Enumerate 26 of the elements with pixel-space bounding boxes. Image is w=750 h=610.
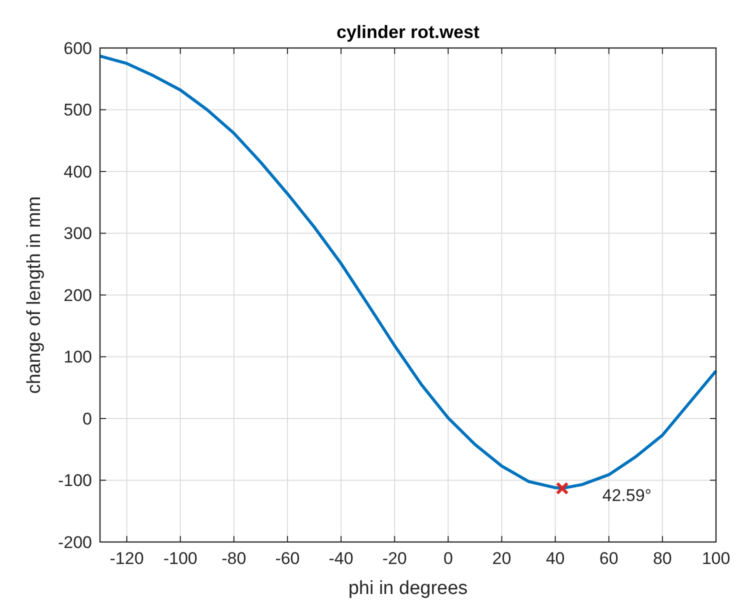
x-tick-label: 60 bbox=[599, 549, 618, 568]
chart-title: cylinder rot.west bbox=[336, 22, 480, 42]
y-axis-title: change of length in mm bbox=[24, 196, 45, 394]
x-tick-label: 40 bbox=[546, 549, 565, 568]
y-tick-label: 100 bbox=[64, 348, 92, 367]
x-tick-label: 20 bbox=[492, 549, 512, 568]
y-tick-label: 400 bbox=[64, 162, 92, 182]
y-tick-label: 200 bbox=[64, 286, 92, 305]
line-series bbox=[98, 54, 718, 490]
y-tick-label: 300 bbox=[64, 224, 92, 244]
x-tick-label: 100 bbox=[702, 549, 730, 568]
x-tick-label: 0 bbox=[443, 549, 453, 568]
annotation: 42.59° bbox=[602, 486, 652, 506]
x-tick-label: -60 bbox=[275, 549, 300, 568]
y-tick-label: -200 bbox=[58, 532, 92, 552]
x-tick-label: 80 bbox=[652, 549, 672, 568]
x-tick-label: -80 bbox=[222, 549, 246, 568]
x-axis-title: phi in degrees bbox=[348, 578, 468, 599]
x-tick-label: -120 bbox=[110, 549, 144, 568]
y-tick-label: -100 bbox=[58, 471, 92, 490]
y-tick-label: 0 bbox=[82, 409, 92, 428]
y-tick-label: 500 bbox=[64, 100, 92, 120]
x-tick-label: -20 bbox=[382, 549, 407, 568]
x-tick-label: -100 bbox=[163, 549, 198, 568]
y-tick-label: 600 bbox=[64, 38, 92, 58]
x-tick-label: -40 bbox=[328, 549, 354, 568]
